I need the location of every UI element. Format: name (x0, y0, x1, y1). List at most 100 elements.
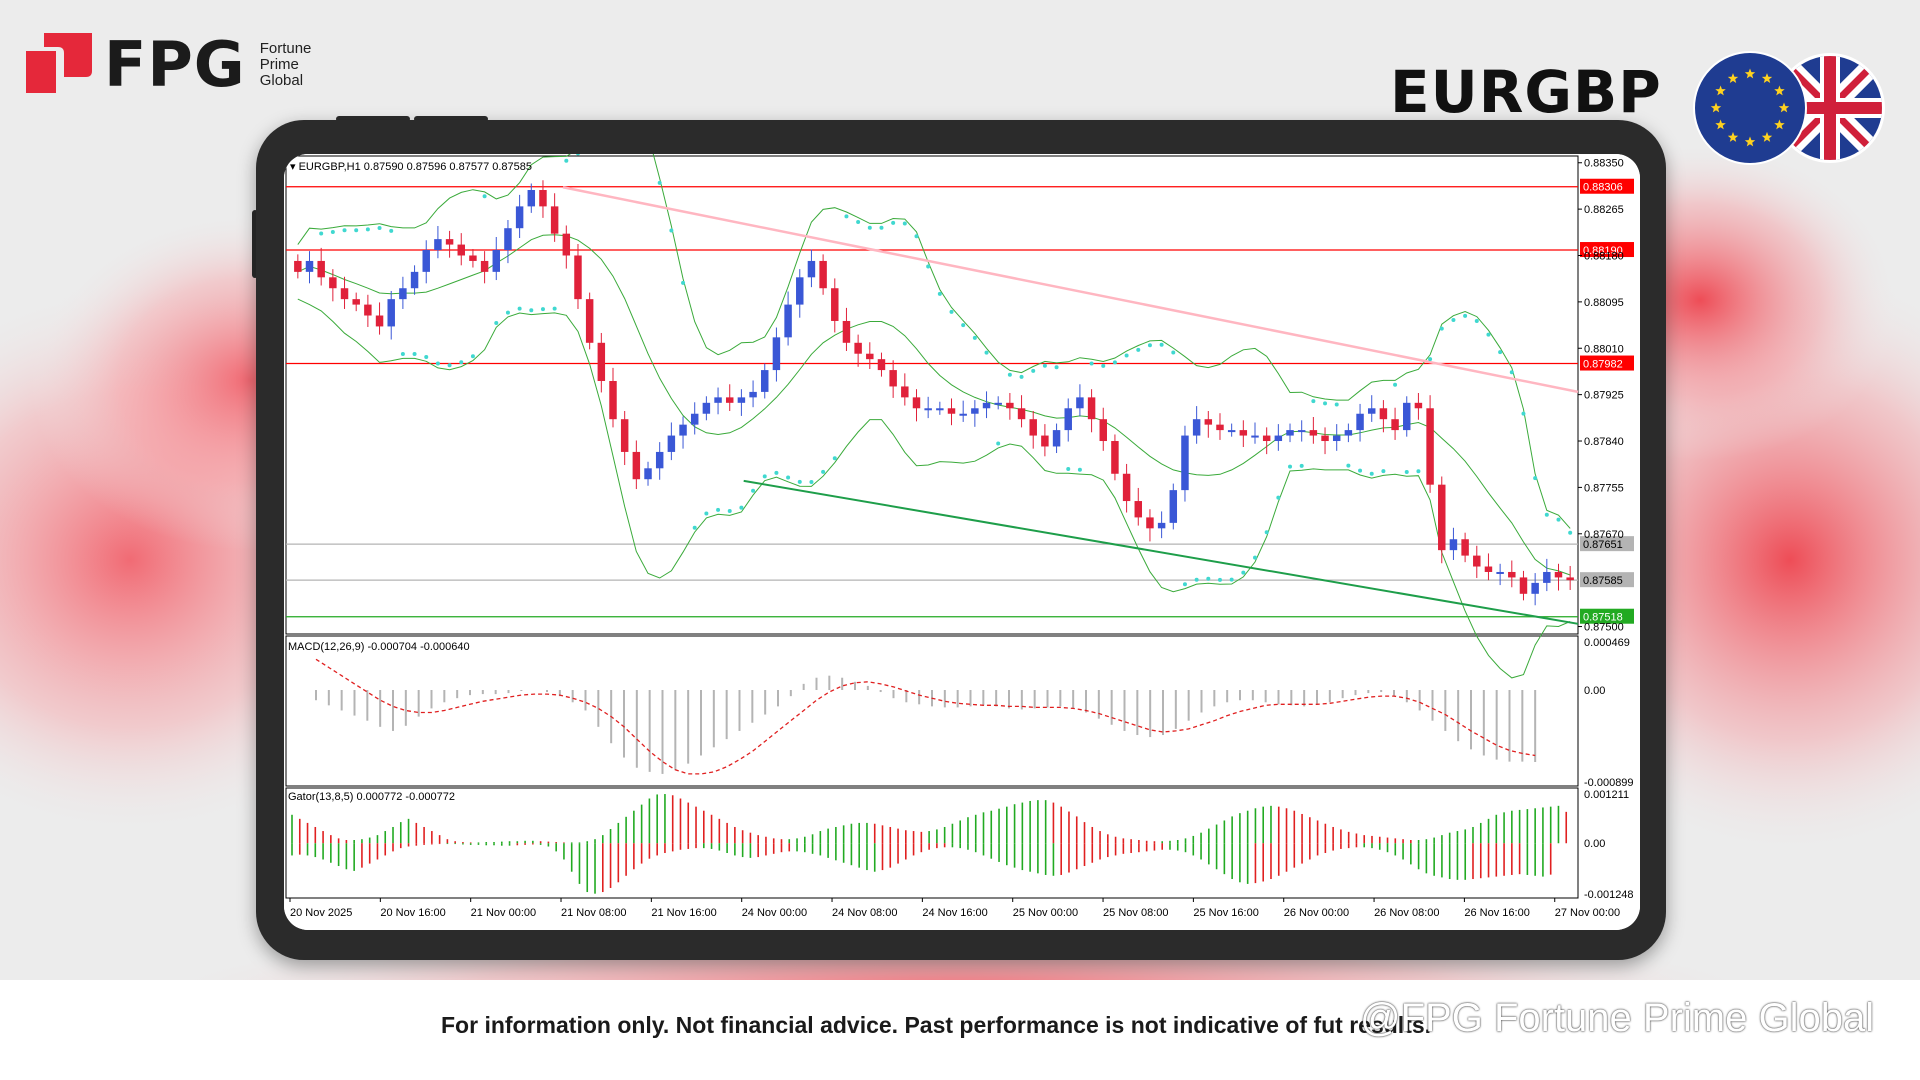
parabolic-sar-dot (1007, 372, 1012, 377)
eu-star-icon (1761, 73, 1773, 83)
macd-tick-label: 0.000469 (1584, 637, 1630, 649)
parabolic-sar-dot (704, 511, 709, 516)
parabolic-sar-dot (727, 509, 732, 514)
candle-body (1414, 402, 1423, 409)
candle-body (387, 299, 395, 327)
parabolic-sar-dot (505, 310, 510, 315)
candle-body (1543, 571, 1551, 583)
resistance-trendline (562, 186, 1579, 394)
candle-body (796, 277, 804, 305)
candle-body (1297, 430, 1306, 433)
candle-body (714, 397, 722, 403)
candle-body (1309, 430, 1318, 436)
parabolic-sar-dot (1533, 476, 1538, 481)
parabolic-sar-dot (1171, 350, 1176, 355)
gator-tick-label: 0.00 (1584, 838, 1605, 850)
currency-flags (1693, 51, 1885, 165)
parabolic-sar-dot (1147, 343, 1152, 348)
candle-body (585, 299, 594, 343)
parabolic-sar-dot (1124, 353, 1129, 358)
parabolic-sar-dot (1544, 512, 1549, 517)
candle-body (317, 260, 325, 278)
candle-body (480, 260, 489, 272)
main-chart-title: ▾ EURGBP,H1 0.87590 0.87596 0.87577 0.87… (290, 161, 532, 173)
parabolic-sar-dot (1206, 576, 1211, 581)
logo-subtitle-line: Fortune (259, 39, 312, 57)
candle-body (1321, 435, 1329, 442)
y-tick-label: 0.87925 (1584, 390, 1624, 402)
parabolic-sar-dot (389, 228, 394, 233)
candle-body (562, 233, 571, 256)
candle-body (1227, 430, 1236, 433)
parabolic-sar-dot (902, 221, 907, 226)
parabolic-sar-dot (996, 441, 1001, 446)
parabolic-sar-dot (1019, 374, 1024, 379)
parabolic-sar-dot (1159, 342, 1164, 347)
price-level-tag (1580, 608, 1634, 624)
parabolic-sar-dot (1276, 495, 1281, 500)
macd-signal-line (315, 658, 1536, 775)
x-tick-label: 21 Nov 00:00 (471, 907, 536, 919)
x-tick-label: 25 Nov 00:00 (1013, 907, 1078, 919)
parabolic-sar-dot (1463, 313, 1468, 318)
candle-body (819, 260, 827, 289)
candle-body (1332, 435, 1341, 442)
parabolic-sar-dot (1136, 347, 1141, 352)
parabolic-sar-dot (365, 227, 370, 232)
eu-star-icon (1715, 119, 1726, 130)
parabolic-sar-dot (716, 507, 721, 512)
parabolic-sar-dot (1416, 469, 1421, 474)
parabolic-sar-dot (1112, 360, 1117, 365)
x-tick-label: 24 Nov 08:00 (832, 907, 897, 919)
candle-body (1531, 582, 1539, 594)
candle-body (1426, 408, 1434, 485)
y-tick-label: 0.87755 (1584, 482, 1624, 494)
parabolic-sar-dot (1334, 402, 1339, 407)
candle-body (375, 315, 384, 327)
symbol-title: EURGBP (1390, 58, 1662, 126)
parabolic-sar-dot (891, 220, 896, 225)
candle-body (1508, 571, 1516, 578)
parabolic-sar-dot (1451, 318, 1456, 323)
parabolic-sar-dot (1182, 582, 1187, 587)
candle-body (422, 250, 430, 272)
candle-body (445, 239, 454, 245)
candle-body (515, 206, 524, 229)
y-tick-label: 0.88265 (1584, 204, 1624, 216)
parabolic-sar-dot (424, 354, 429, 359)
candle-body (294, 260, 302, 272)
parabolic-sar-dot (517, 306, 522, 311)
candle-body (457, 244, 465, 256)
parabolic-sar-dot (1288, 464, 1293, 469)
parabolic-sar-dot (529, 308, 534, 313)
parabolic-sar-dot (1042, 363, 1047, 368)
tablet-top-button (414, 116, 488, 122)
logo-wordmark: FPG (104, 28, 246, 101)
parabolic-sar-dot (1568, 530, 1573, 535)
parabolic-sar-dot (1404, 469, 1409, 474)
candle-body (1274, 435, 1283, 442)
footer-bar (0, 980, 1920, 1080)
candle-body (772, 337, 781, 371)
parabolic-sar-dot (435, 361, 440, 366)
parabolic-sar-dot (1229, 577, 1234, 582)
candle-body (1566, 577, 1574, 581)
candle-body (305, 260, 314, 272)
parabolic-sar-dot (1556, 517, 1561, 522)
parabolic-sar-dot (774, 470, 779, 475)
candle-body (644, 468, 652, 480)
candle-body (971, 408, 979, 414)
candle-body (912, 397, 921, 409)
parabolic-sar-dot (797, 479, 802, 484)
price-level-tag (1580, 242, 1634, 258)
candle-body (1087, 397, 1096, 420)
candle-body (1181, 435, 1189, 491)
logo-subtitle-line: Prime (259, 55, 299, 73)
fpg-logo: FPG Fortune Prime Global (26, 28, 311, 101)
parabolic-sar-dot (1089, 361, 1094, 366)
parabolic-sar-dot (1474, 318, 1479, 323)
trading-chart[interactable]: 0.88306 0.88190 0.87982 0.87651 0.87585 0.875… (284, 154, 1640, 930)
candle-body (1356, 413, 1364, 431)
candle-body (504, 228, 512, 251)
chart-screen: 0.88306 0.88190 0.87982 0.87651 0.87585 0.875… (284, 154, 1640, 930)
